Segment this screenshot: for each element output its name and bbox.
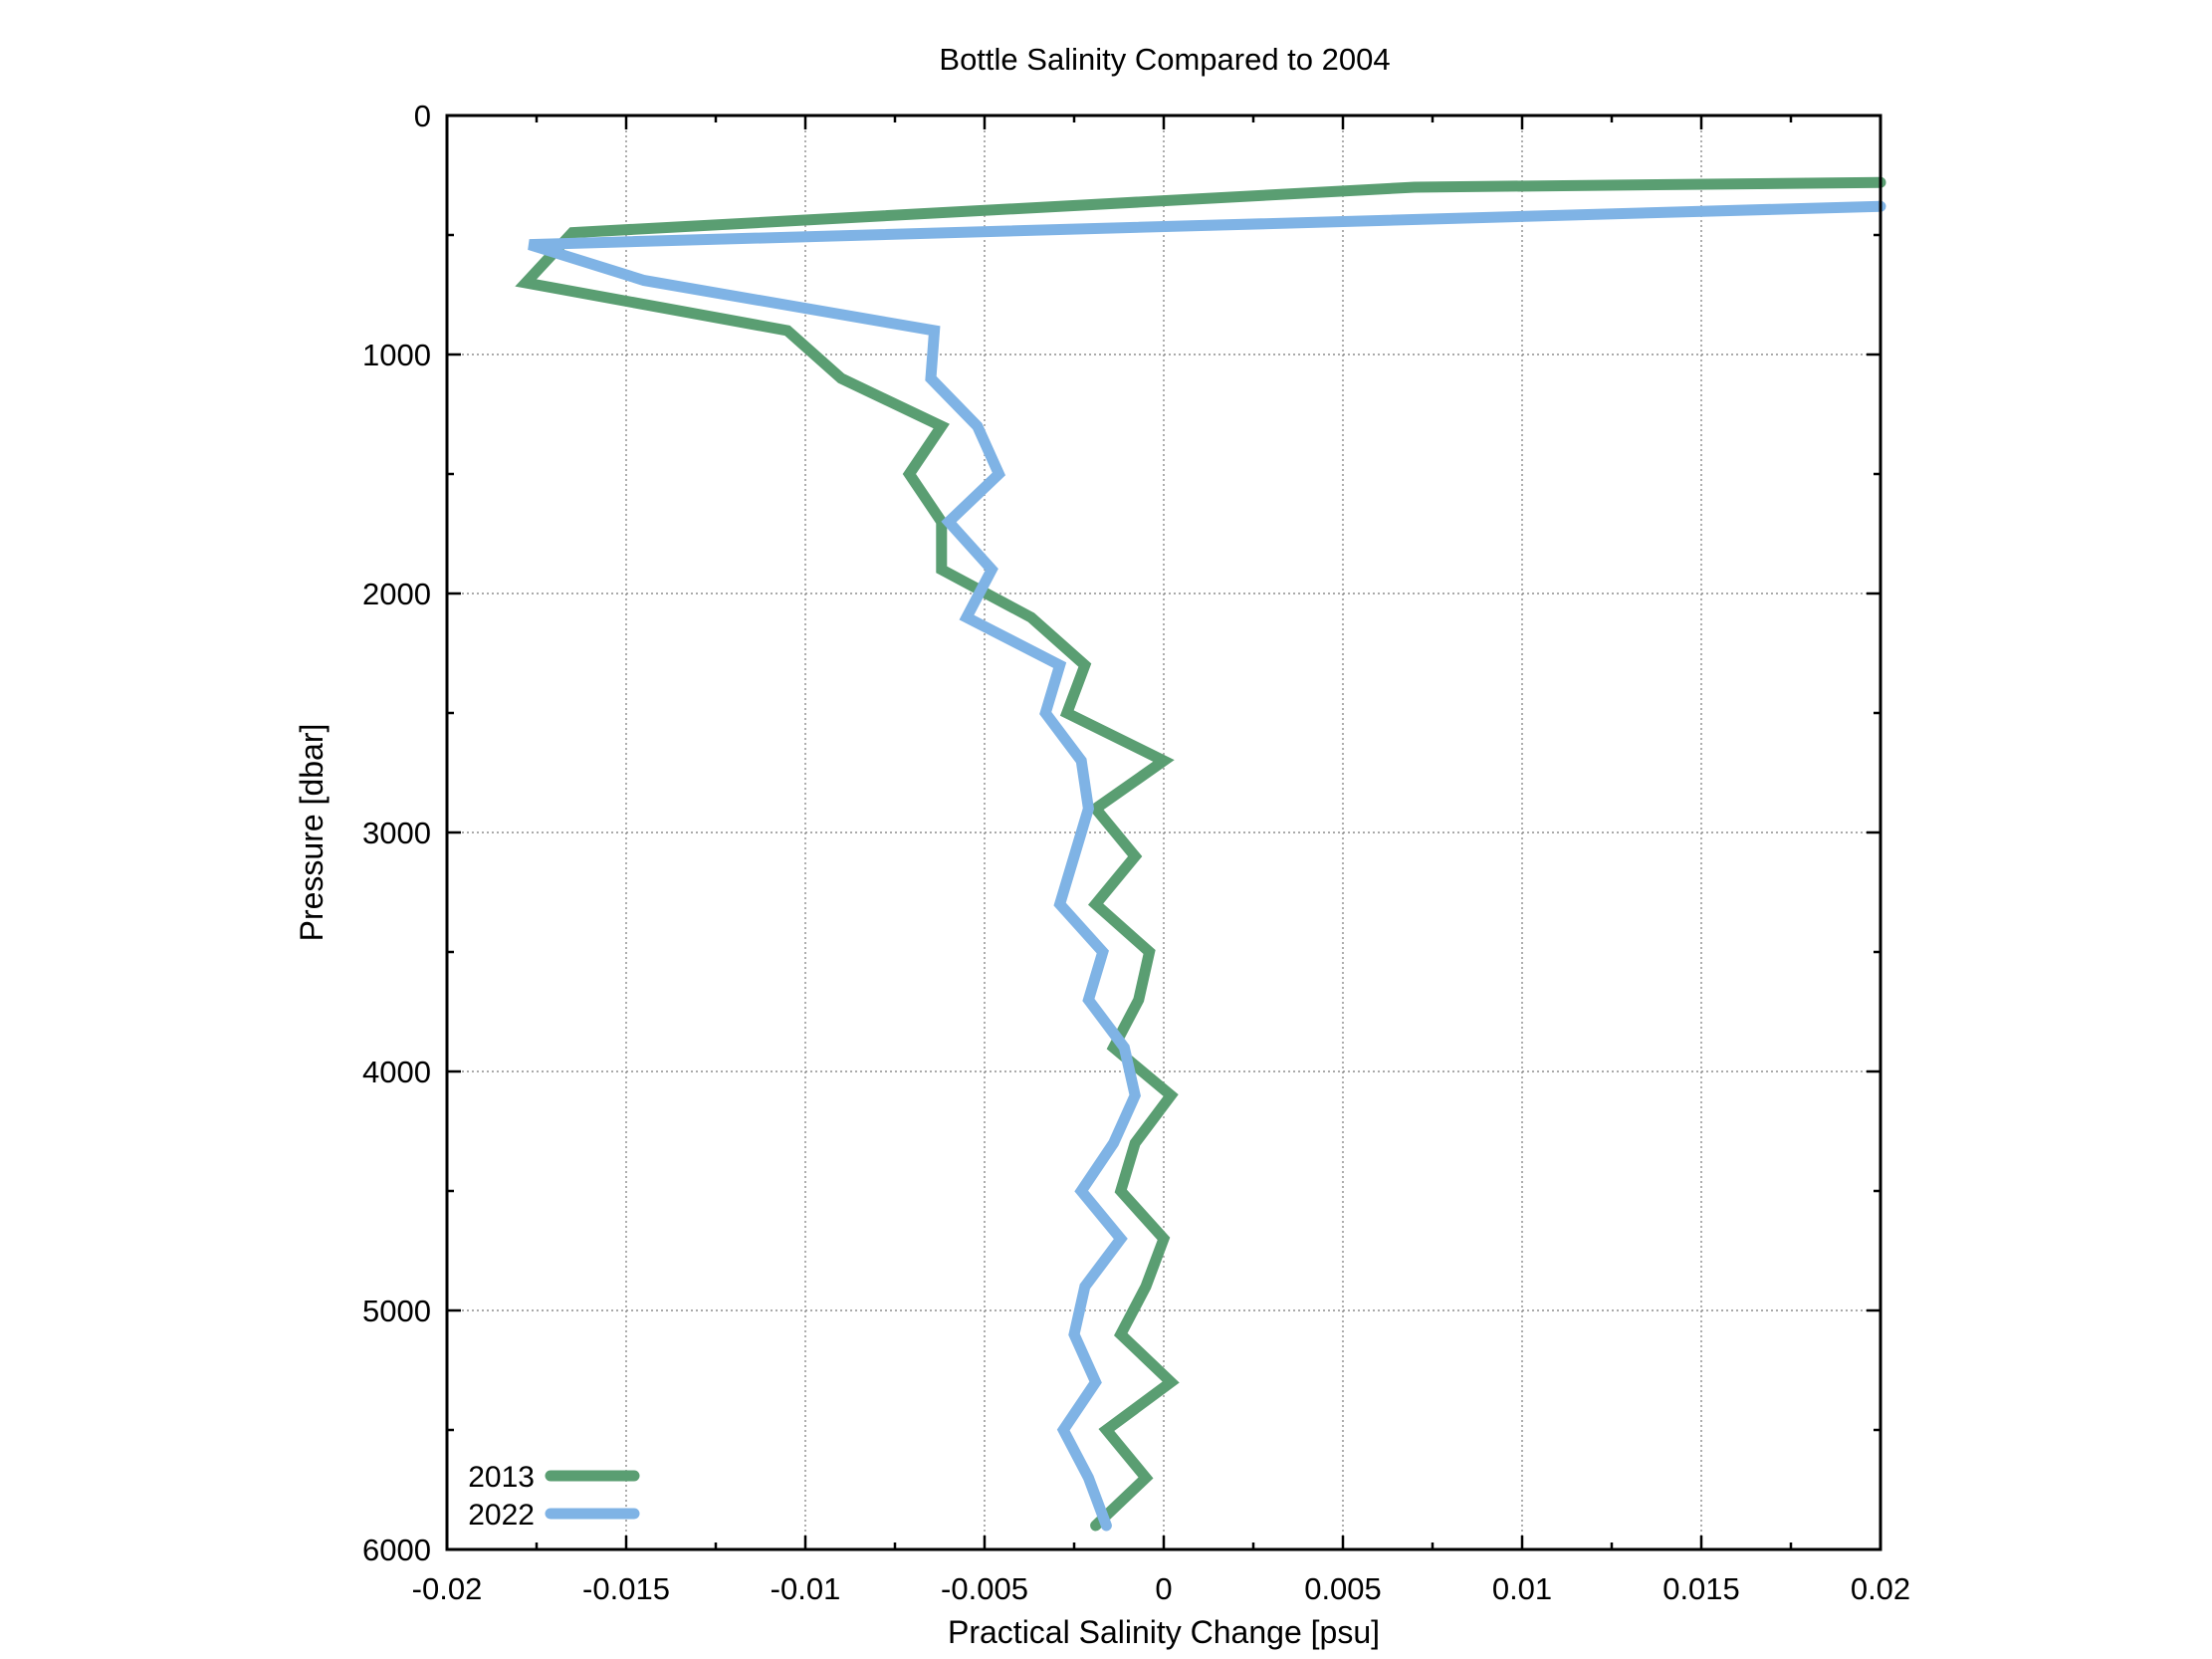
tick-layer: -0.02 -0.015 -0.01 -0.005 0 0.005 0.01 0.015 0.0… <box>362 99 1910 1606</box>
x-tick-label: -0.005 <box>941 1571 1028 1606</box>
x-tick-label: -0.02 <box>412 1571 483 1606</box>
chart-title: Bottle Salinity Compared to 2004 <box>939 42 1390 77</box>
x-tick-label: 0.005 <box>1304 1571 1382 1606</box>
legend-label-2013: 2013 <box>468 1461 535 1494</box>
y-tick-label: 0 <box>414 99 431 133</box>
x-axis-label: Practical Salinity Change [psu] <box>948 1614 1380 1650</box>
x-tick-label: 0.01 <box>1492 1571 1552 1606</box>
grid-layer <box>447 116 1880 1549</box>
series-layer <box>515 176 1886 1532</box>
legend-label-2022: 2022 <box>468 1499 535 1532</box>
x-tick-label: 0.02 <box>1851 1571 1910 1606</box>
y-tick-label: 2000 <box>362 577 431 611</box>
y-tick-label: 6000 <box>362 1533 431 1567</box>
y-axis-label: Pressure [dbar] <box>294 724 330 942</box>
x-tick-label: 0 <box>1155 1571 1172 1606</box>
series-line-2022 <box>528 200 1886 1532</box>
legend: 2013 2022 <box>468 1461 640 1532</box>
x-tick-label: -0.015 <box>582 1571 670 1606</box>
series-line-2013 <box>515 176 1886 1532</box>
y-tick-label: 1000 <box>362 338 431 372</box>
y-tick-label: 5000 <box>362 1294 431 1328</box>
y-tick-label: 4000 <box>362 1055 431 1089</box>
x-tick-label: 0.015 <box>1662 1571 1740 1606</box>
y-tick-label: 3000 <box>362 816 431 850</box>
x-tick-label: -0.01 <box>771 1571 841 1606</box>
